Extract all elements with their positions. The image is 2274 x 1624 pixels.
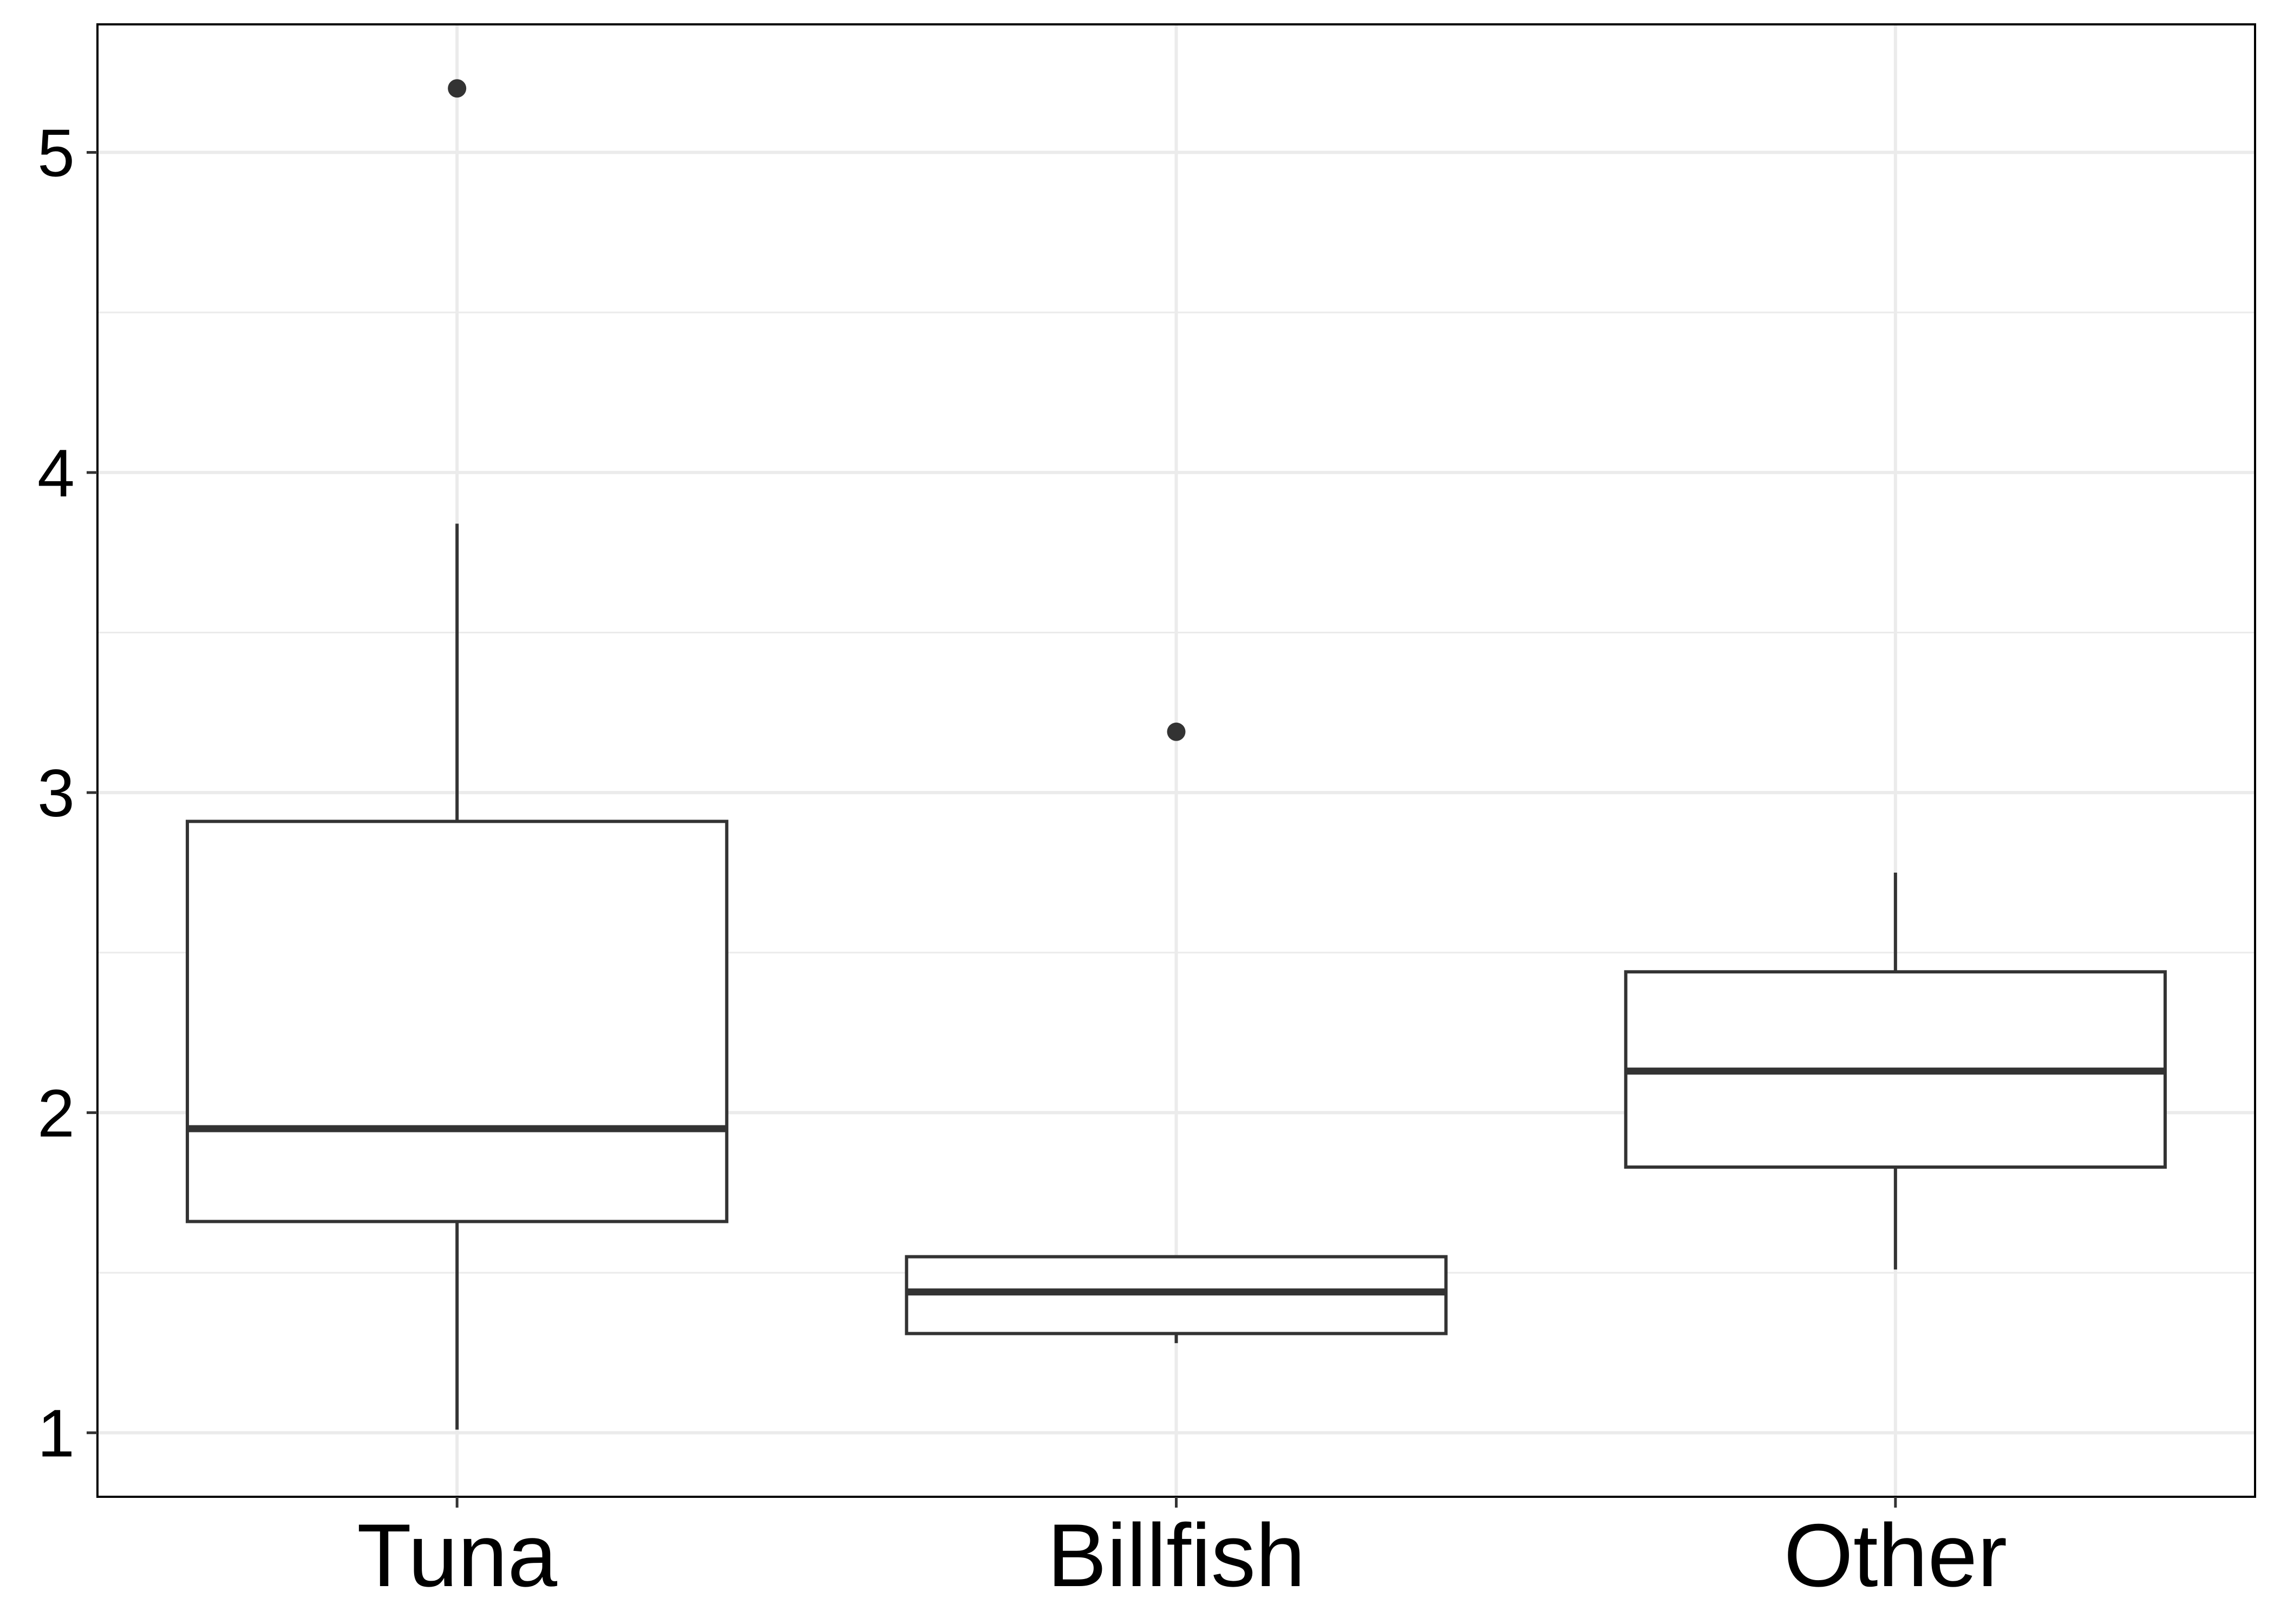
- y-tick-label: 3: [37, 756, 75, 831]
- box-tuna: [186, 79, 729, 1430]
- outlier-point: [1167, 722, 1186, 741]
- boxes-layer: [186, 79, 2167, 1430]
- y-tick-label: 5: [37, 116, 75, 191]
- x-tick-label: Other: [1783, 1505, 2007, 1605]
- x-tick-label: Billfish: [1047, 1505, 1305, 1605]
- y-tick-label: 2: [37, 1076, 75, 1151]
- outlier-point: [448, 79, 467, 98]
- x-tick-label: Tuna: [357, 1505, 557, 1605]
- y-tick-label: 1: [37, 1397, 75, 1471]
- axes-layer: 1 2 3 4 5 Tuna Billfish Other: [37, 116, 2007, 1605]
- y-tick-label: 4: [37, 436, 75, 511]
- box-billfish: [905, 722, 1448, 1344]
- iqr-box: [186, 820, 729, 1223]
- box-other: [1624, 872, 2167, 1270]
